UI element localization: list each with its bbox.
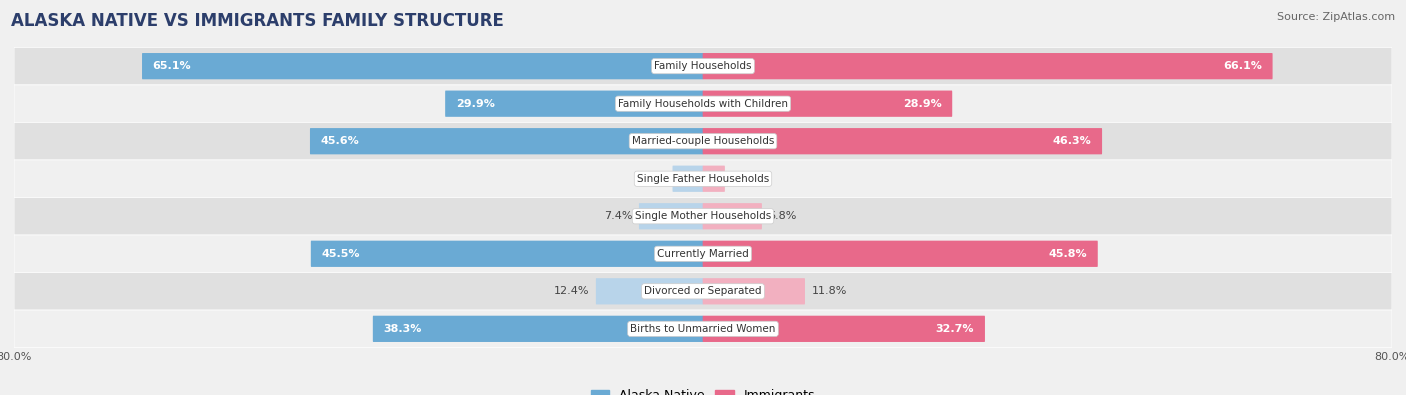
Text: 65.1%: 65.1% <box>153 61 191 71</box>
FancyBboxPatch shape <box>142 53 703 79</box>
FancyBboxPatch shape <box>703 278 806 305</box>
Text: ALASKA NATIVE VS IMMIGRANTS FAMILY STRUCTURE: ALASKA NATIVE VS IMMIGRANTS FAMILY STRUC… <box>11 12 505 30</box>
Text: 6.8%: 6.8% <box>769 211 797 221</box>
FancyBboxPatch shape <box>703 128 1102 154</box>
Text: 12.4%: 12.4% <box>554 286 589 296</box>
Text: Family Households: Family Households <box>654 61 752 71</box>
Text: Family Households with Children: Family Households with Children <box>619 99 787 109</box>
Text: 32.7%: 32.7% <box>936 324 974 334</box>
Text: 38.3%: 38.3% <box>384 324 422 334</box>
Text: 11.8%: 11.8% <box>811 286 846 296</box>
Text: 66.1%: 66.1% <box>1223 61 1263 71</box>
FancyBboxPatch shape <box>311 241 703 267</box>
Legend: Alaska Native, Immigrants: Alaska Native, Immigrants <box>586 384 820 395</box>
FancyBboxPatch shape <box>14 273 1392 310</box>
FancyBboxPatch shape <box>638 203 703 229</box>
FancyBboxPatch shape <box>14 235 1392 273</box>
Text: 29.9%: 29.9% <box>456 99 495 109</box>
Text: 45.8%: 45.8% <box>1049 249 1087 259</box>
FancyBboxPatch shape <box>703 166 725 192</box>
FancyBboxPatch shape <box>14 122 1392 160</box>
FancyBboxPatch shape <box>703 53 1272 79</box>
FancyBboxPatch shape <box>703 241 1098 267</box>
FancyBboxPatch shape <box>596 278 703 305</box>
Text: 3.5%: 3.5% <box>638 174 666 184</box>
Text: Single Father Households: Single Father Households <box>637 174 769 184</box>
FancyBboxPatch shape <box>14 198 1392 235</box>
Text: Currently Married: Currently Married <box>657 249 749 259</box>
Text: Divorced or Separated: Divorced or Separated <box>644 286 762 296</box>
Text: Births to Unmarried Women: Births to Unmarried Women <box>630 324 776 334</box>
FancyBboxPatch shape <box>14 310 1392 348</box>
Text: 7.4%: 7.4% <box>605 211 633 221</box>
Text: 45.6%: 45.6% <box>321 136 360 146</box>
FancyBboxPatch shape <box>14 85 1392 122</box>
FancyBboxPatch shape <box>14 160 1392 198</box>
Text: Single Mother Households: Single Mother Households <box>636 211 770 221</box>
FancyBboxPatch shape <box>309 128 703 154</box>
FancyBboxPatch shape <box>446 90 703 117</box>
Text: 2.5%: 2.5% <box>731 174 759 184</box>
Text: 46.3%: 46.3% <box>1053 136 1091 146</box>
FancyBboxPatch shape <box>703 90 952 117</box>
Text: Source: ZipAtlas.com: Source: ZipAtlas.com <box>1277 12 1395 22</box>
FancyBboxPatch shape <box>703 316 986 342</box>
FancyBboxPatch shape <box>373 316 703 342</box>
Text: 45.5%: 45.5% <box>322 249 360 259</box>
Text: 28.9%: 28.9% <box>903 99 942 109</box>
Text: Married-couple Households: Married-couple Households <box>631 136 775 146</box>
FancyBboxPatch shape <box>703 203 762 229</box>
FancyBboxPatch shape <box>14 47 1392 85</box>
FancyBboxPatch shape <box>672 166 703 192</box>
